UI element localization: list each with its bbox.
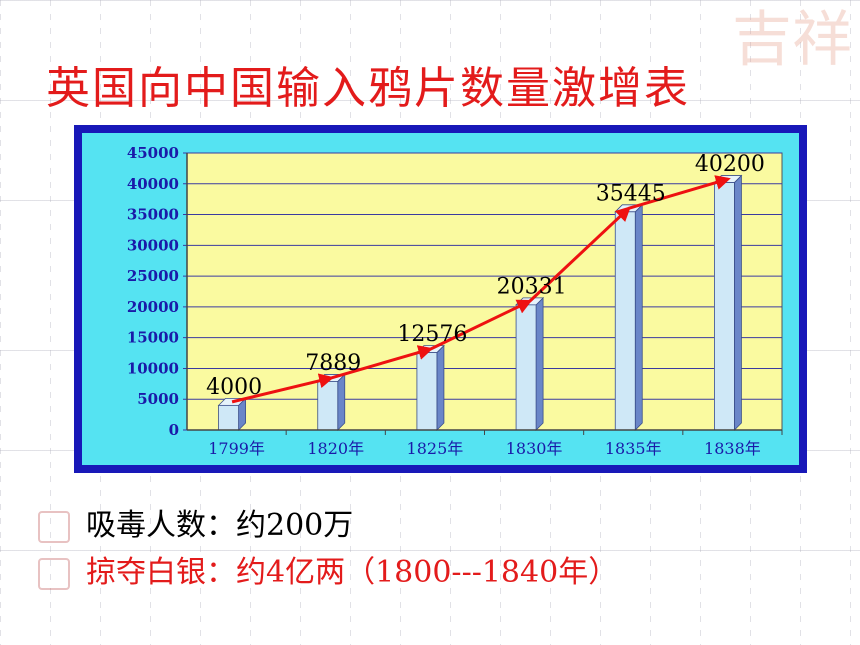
y-tick-label: 5000	[137, 390, 179, 408]
y-tick-label: 30000	[127, 236, 179, 254]
data-label: 4000	[206, 375, 262, 400]
decorative-seal-logo: 吉祥	[732, 5, 852, 75]
y-tick-label: 10000	[127, 359, 179, 377]
x-tick-label: 1799年	[208, 439, 265, 458]
chart-inner-panel: 0 5000 10000 15000 20000 25000 30000 35000 40000…	[82, 133, 799, 465]
bar-side	[337, 373, 346, 431]
y-tick-label: 20000	[127, 298, 179, 316]
x-tick-label: 1838年	[704, 439, 761, 458]
bullet-addicts-text: 吸毒人数：约200万	[86, 508, 354, 543]
bullet-silver: 掠夺白银：约4亿两（1800---1840年）	[38, 547, 618, 591]
bullet-seal-icon	[38, 511, 70, 543]
bar	[317, 381, 339, 431]
data-label: 7889	[305, 351, 361, 376]
page-title: 英国向中国输入鸦片数量激增表	[46, 63, 690, 114]
trend-line-segment	[330, 345, 434, 380]
bar	[714, 182, 735, 431]
plot-area	[186, 152, 783, 431]
data-label: 20331	[497, 274, 567, 299]
trend-line-segment	[429, 299, 533, 351]
data-label: 40200	[695, 152, 765, 177]
y-tick-label: 35000	[127, 206, 179, 224]
trend-line-segment	[231, 373, 335, 404]
bullet-seal-icon	[38, 558, 70, 590]
bar	[218, 404, 239, 431]
chart-frame: 0 5000 10000 15000 20000 25000 30000 35000 40000…	[74, 125, 807, 473]
x-tick-label: 1820年	[307, 439, 364, 458]
bar	[614, 211, 636, 431]
bar-chart: 0 5000 10000 15000 20000 25000 30000 35000 40000…	[127, 144, 783, 458]
y-tick-label: 45000	[127, 144, 179, 162]
bar-side	[734, 174, 742, 431]
data-label: 12576	[397, 322, 467, 347]
bar	[416, 352, 438, 431]
bar-side	[634, 203, 643, 431]
y-tick-label: 40000	[127, 175, 179, 193]
trend-line-segment	[528, 206, 631, 303]
bar-side	[436, 344, 445, 431]
data-label: 35445	[596, 181, 666, 206]
trend-line-segment	[628, 175, 731, 210]
bullet-addicts: 吸毒人数：约200万	[38, 500, 353, 544]
y-tick-label: 25000	[127, 267, 179, 285]
x-tick-label: 1830年	[506, 439, 563, 458]
bar	[515, 304, 537, 431]
x-tick-label: 1835年	[605, 439, 662, 458]
bullet-silver-text: 掠夺白银：约4亿两（1800---1840年）	[86, 555, 619, 590]
bar-side	[535, 296, 544, 431]
y-tick-label: 15000	[127, 329, 179, 347]
x-tick-label: 1825年	[407, 439, 464, 458]
y-tick-label: 0	[169, 421, 179, 439]
